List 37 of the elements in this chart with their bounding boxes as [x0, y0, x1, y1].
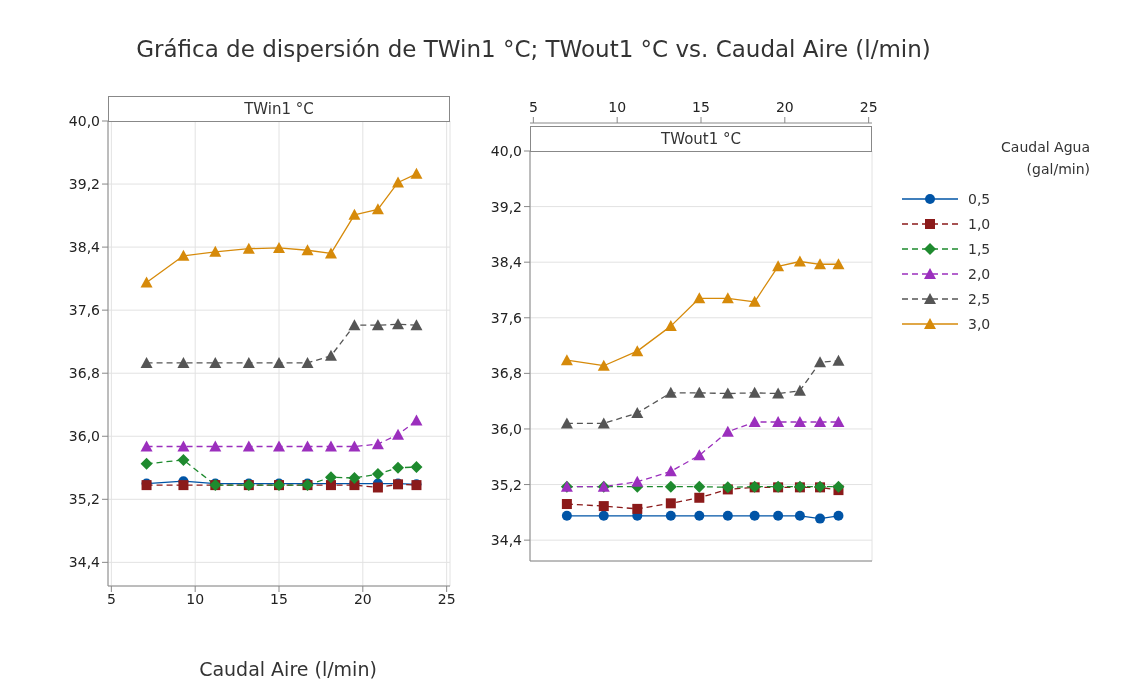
y-tick-label: 35,2 — [68, 491, 100, 508]
x-tick-label: 20 — [353, 590, 372, 607]
y-tick-label: 38,4 — [68, 239, 101, 256]
x-tick-label: 5 — [106, 590, 116, 607]
legend-label: 3,0 — [968, 315, 991, 332]
text: Gráfica de dispersión de TWin1 °C; TWout1 °C vs. Caudal Aire (l/min) — [135, 35, 932, 62]
x-axis-title: Caudal Aire (l/min) — [198, 658, 378, 680]
x2-tick-label: 25 — [859, 99, 878, 115]
x2-tick-label: 5 — [528, 99, 538, 115]
y-tick-label: 36,0 — [68, 428, 100, 445]
y-tick-label: 38,4 — [490, 254, 523, 271]
y-tick-label: 39,2 — [68, 176, 100, 193]
y-tick-label: 37,6 — [68, 302, 101, 319]
chart-subtitle: TWout1 °C — [530, 126, 872, 152]
legend-label: 1,5 — [968, 240, 991, 257]
y-tick-label: 36,0 — [490, 420, 522, 437]
y-tick-label: 36,8 — [490, 365, 522, 382]
x-tick-label: 15 — [270, 590, 288, 607]
y-tick-label: 39,2 — [490, 198, 522, 215]
y-tick-label: 35,2 — [490, 476, 522, 493]
x2-tick-label: 10 — [608, 99, 627, 115]
legend-label: 2,5 — [968, 290, 991, 307]
legend-label: 1,0 — [968, 215, 991, 232]
y-tick-label: 37,6 — [490, 309, 523, 326]
y-tick-label: 40,0 — [68, 112, 100, 129]
legend-label: 0,5 — [968, 190, 991, 207]
x2-tick-label: 20 — [775, 99, 794, 115]
x-tick-label: 10 — [186, 590, 205, 607]
x2-tick-label: 15 — [692, 99, 710, 115]
y-tick-label: 36,8 — [68, 365, 100, 382]
y-tick-label: 34,4 — [490, 532, 523, 549]
y-tick-label: 34,4 — [68, 554, 101, 571]
chart-subtitle: TWin1 °C — [108, 96, 450, 122]
legend-title: Caudal Agua (gal/min) — [1000, 138, 1090, 179]
y-tick-label: 40,0 — [490, 142, 522, 159]
x-tick-label: 25 — [437, 590, 456, 607]
legend-label: 2,0 — [968, 265, 991, 282]
